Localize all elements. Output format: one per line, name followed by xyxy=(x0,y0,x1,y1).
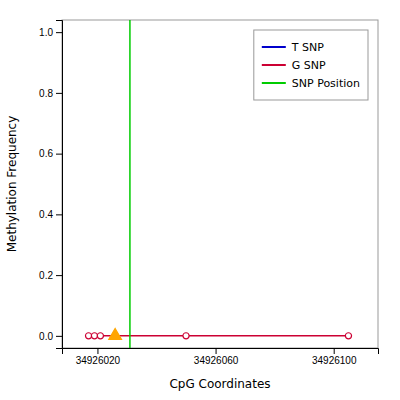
y-tick-label: 0.4 xyxy=(39,209,53,220)
legend-swatch xyxy=(262,46,286,48)
y-tick-mark xyxy=(56,154,62,155)
legend-frame xyxy=(254,30,368,100)
chart: 34926020 34926060 34926100 0.0 0.2 0.4 0.6 0.8 1… xyxy=(0,0,400,400)
y-tick-label: 0.6 xyxy=(39,148,53,159)
y-tick: 0.2 xyxy=(39,270,62,281)
y-tick-mark xyxy=(56,275,62,276)
y-tick-mark xyxy=(56,214,62,215)
legend-item: G SNP xyxy=(262,59,326,72)
circle-marker xyxy=(183,333,189,339)
y-axis-line xyxy=(56,21,63,349)
y-tick-label: 0.8 xyxy=(39,88,53,99)
legend-item: SNP Position xyxy=(262,77,360,90)
x-axis-title: CpG Coordinates xyxy=(169,377,270,391)
circle-marker xyxy=(97,333,103,339)
triangle-marker xyxy=(109,329,122,340)
legend-swatch xyxy=(262,82,286,84)
y-axis: 0.0 0.2 0.4 0.6 0.8 1.0 xyxy=(39,21,62,349)
y-tick: 0.6 xyxy=(39,148,62,159)
plot-frame xyxy=(62,20,378,348)
x-axis-line xyxy=(63,349,379,355)
x-tick: 34926060 xyxy=(194,348,239,366)
circle-marker xyxy=(345,333,351,339)
legend-swatch xyxy=(262,64,286,66)
legend-label: SNP Position xyxy=(292,77,360,90)
circle-marker xyxy=(85,333,91,339)
vertical-line xyxy=(129,20,131,348)
y-tick: 0.4 xyxy=(39,209,62,220)
x-tick: 34926100 xyxy=(312,348,357,366)
y-tick-label: 1.0 xyxy=(39,27,53,38)
y-tick: 1.0 xyxy=(39,27,62,38)
x-tick-label: 34926060 xyxy=(194,355,239,366)
legend-label: G SNP xyxy=(292,59,326,72)
y-tick-label: 0.2 xyxy=(39,270,53,281)
circle-marker xyxy=(91,333,97,339)
legend-label: T SNP xyxy=(291,41,324,54)
x-tick: 34926020 xyxy=(76,348,121,366)
y-tick-mark xyxy=(56,93,62,94)
y-tick-mark xyxy=(56,32,62,33)
legend-item: T SNP xyxy=(262,41,324,54)
x-axis: 34926020 34926060 34926100 xyxy=(63,348,379,366)
y-tick-label: 0.0 xyxy=(39,331,53,342)
x-tick-mark xyxy=(97,348,98,354)
legend: T SNP G SNP SNP Position xyxy=(254,30,368,100)
plot: 34926020 34926060 34926100 0.0 0.2 0.4 0.6 0.8 1… xyxy=(39,20,378,366)
series-line xyxy=(89,335,349,337)
x-tick-label: 34926020 xyxy=(76,355,121,366)
y-tick-mark xyxy=(56,336,62,337)
y-tick: 0.0 xyxy=(39,331,62,342)
x-tick-mark xyxy=(216,348,217,354)
x-tick-label: 34926100 xyxy=(312,355,357,366)
data-layer xyxy=(85,20,351,348)
x-tick-mark xyxy=(334,348,335,354)
y-axis-title: Methylation Frequency xyxy=(5,116,19,253)
y-tick: 0.8 xyxy=(39,88,62,99)
